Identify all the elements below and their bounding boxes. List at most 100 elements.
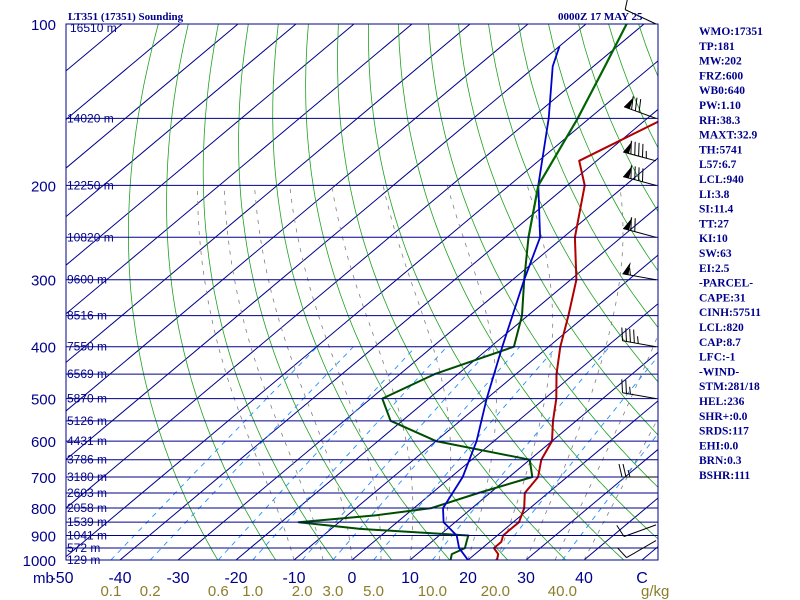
chart-title-right: 0000Z 17 MAY 25 — [558, 11, 643, 23]
mixing-ratio-tick-label: 0.1 — [100, 583, 121, 600]
height-label: 1041 m — [67, 529, 107, 543]
stat-line: -WIND- — [699, 366, 739, 378]
plot-frame — [65, 23, 659, 561]
stat-line: LI:3.8 — [699, 189, 730, 201]
stat-line: HEL:236 — [699, 396, 745, 408]
mixing-ratio-tick-label: 1.0 — [242, 583, 263, 600]
isotherm-line — [66, 24, 355, 266]
wind-barb — [623, 217, 657, 238]
stat-line: TH:5741 — [699, 144, 743, 156]
stat-line: RH:38.3 — [699, 115, 740, 127]
pressure-tick-label: 400 — [31, 340, 56, 357]
temperature-tick-label: C — [636, 570, 648, 587]
height-label: 12250 m — [67, 178, 114, 192]
wind-barb — [616, 524, 657, 537]
dry-adiabat-line — [238, 24, 393, 560]
height-label: 1539 m — [67, 515, 107, 529]
stat-line: STM:281/18 — [699, 381, 760, 393]
stat-line: WB0:640 — [699, 85, 745, 97]
isotherm-line — [525, 448, 658, 560]
stat-line: WMO:17351 — [699, 26, 763, 38]
isotherm-line — [66, 24, 645, 509]
stats-panel: WMO:17351 TP:181 MW:202 FRZ:600 WB0:640 PW:1.… — [699, 26, 763, 482]
pressure-tick-label: 900 — [31, 529, 56, 546]
height-label: 572 m — [67, 541, 100, 555]
dry-adiabat-line — [518, 24, 658, 329]
wind-barb — [623, 165, 657, 186]
mixing-ratio-line — [110, 346, 318, 560]
stat-line: LCL:940 — [699, 174, 744, 186]
isotherm-line — [235, 205, 658, 560]
temperature-tick-label: -30 — [166, 570, 189, 587]
wind-barb — [618, 463, 656, 478]
mixing-ratio-line — [373, 346, 557, 560]
isotherm-line — [66, 24, 297, 218]
moist-adiabat-line — [525, 185, 624, 560]
dry-adiabat-line — [305, 24, 508, 560]
height-label: 3786 m — [67, 453, 107, 467]
isotherm-line — [66, 24, 181, 121]
stat-line: MAXT:32.9 — [699, 130, 757, 142]
dry-adiabat-line — [578, 24, 658, 213]
dry-adiabat-line — [202, 24, 335, 560]
stat-line: EHI:0.0 — [699, 440, 739, 452]
temperature-tick-label: -10 — [282, 570, 305, 587]
pressure-tick-label: 700 — [31, 470, 56, 487]
height-label: 14020 m — [67, 111, 114, 125]
mixing-ratio-tick-label: 0.6 — [208, 583, 229, 600]
pressure-tick-label: 300 — [31, 273, 56, 290]
stat-line: CAP:8.7 — [699, 337, 741, 349]
temperature-tick-label: 0 — [348, 570, 357, 587]
dry-adiabat-line — [759, 24, 800, 560]
mixing-ratio-tick-label: 20.0 — [481, 583, 510, 600]
height-label: 5126 m — [67, 414, 107, 428]
height-label: 3180 m — [67, 470, 107, 484]
stat-line: SW:63 — [699, 248, 732, 260]
mixing-ratio-tick-label: 10.0 — [418, 583, 447, 600]
height-label: 9600 m — [67, 273, 107, 287]
isotherm-line — [119, 108, 658, 560]
mixing-ratio-tick-label: 2.0 — [292, 583, 313, 600]
temperature-tick-label: -50 — [50, 570, 73, 587]
isotherm-line — [66, 24, 413, 315]
dry-adiabat-line — [337, 24, 566, 560]
isotherm-line — [66, 24, 529, 412]
mixing-ratio-line — [432, 346, 610, 560]
height-label: 5870 m — [67, 392, 107, 406]
dry-adiabat-line — [398, 24, 658, 540]
height-label: 129 m — [67, 553, 100, 567]
moist-adiabat-line — [382, 185, 452, 560]
isotherm-line — [66, 24, 587, 461]
moist-adiabat-line — [554, 334, 658, 560]
isotherm-line — [177, 157, 658, 560]
stat-line: BSHR:111 — [699, 470, 750, 482]
mixing-ratio-tick-label: 5.0 — [363, 583, 384, 600]
temperature-tick-label: -40 — [108, 570, 131, 587]
stat-line: -PARCEL- — [699, 278, 753, 290]
stat-line: L57:6.7 — [699, 159, 737, 171]
stat-line: KI:10 — [699, 233, 728, 245]
dry-adiabat-line — [789, 24, 800, 560]
mixing-ratio-line — [149, 346, 354, 560]
moist-adiabat-line — [446, 185, 497, 560]
pressure-unit-label: mb — [33, 570, 54, 587]
stat-line: CINH:57511 — [699, 307, 761, 319]
pressure-tick-label: 200 — [31, 178, 56, 195]
stat-line: BRN:0.3 — [699, 455, 742, 467]
wind-barb — [623, 96, 657, 119]
wind-barb — [622, 262, 657, 281]
top-height-label: 16510 m — [70, 21, 117, 35]
stat-line: SHR+:0.0 — [699, 411, 748, 423]
height-label: 4431 m — [67, 434, 107, 448]
temperature-tick-label: 20 — [459, 570, 477, 587]
isotherm-line — [409, 351, 658, 560]
sounding-traces — [297, 24, 658, 560]
mixing-ratio-line — [495, 355, 658, 560]
isotherm-line — [583, 497, 658, 560]
height-label: 2603 m — [67, 486, 107, 500]
stat-line: CAPE:31 — [699, 292, 746, 304]
temperature-line — [492, 120, 658, 560]
temperature-tick-label: 10 — [401, 570, 419, 587]
mixing-ratio-tick-label: 0.2 — [140, 583, 161, 600]
